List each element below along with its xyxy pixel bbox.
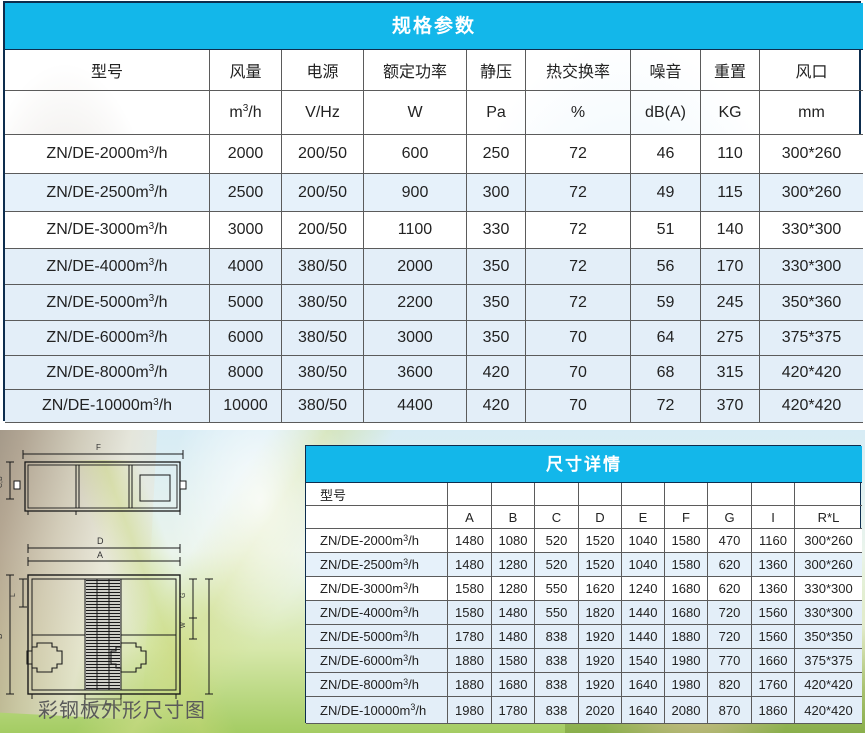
svg-text:F: F <box>96 443 101 452</box>
svg-text:W: W <box>181 622 187 628</box>
svg-text:A: A <box>97 550 103 560</box>
svg-text:C,B: C,B <box>0 476 4 488</box>
svg-text:B: B <box>0 634 4 639</box>
svg-text:G: G <box>180 593 187 598</box>
svg-text:D: D <box>97 536 104 546</box>
svg-text:L: L <box>10 593 17 597</box>
